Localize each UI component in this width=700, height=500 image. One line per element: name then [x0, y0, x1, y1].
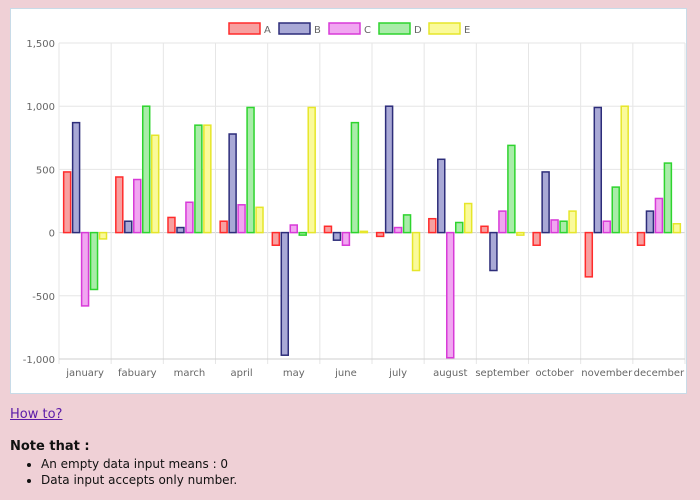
- bar-C: [289, 224, 298, 234]
- legend-swatch: [278, 22, 311, 35]
- bar-E: [203, 124, 212, 234]
- x-tick-label: fabuary: [118, 368, 157, 379]
- legend-label: A: [264, 25, 271, 36]
- bar-B: [645, 210, 655, 234]
- bar-C: [80, 231, 90, 307]
- x-tick-label: december: [634, 368, 685, 379]
- bar-A: [636, 231, 646, 246]
- x-tick-label: may: [283, 368, 305, 379]
- bar-C: [550, 219, 559, 234]
- note-title: Note that :: [10, 439, 90, 454]
- legend-swatch: [328, 22, 361, 35]
- bar-C: [185, 201, 194, 234]
- bar-B: [332, 231, 342, 241]
- bar-B: [384, 105, 394, 234]
- legend-label: B: [314, 25, 321, 36]
- x-tick-label: september: [475, 368, 530, 379]
- x-tick-label: april: [231, 368, 253, 379]
- bar-D: [402, 214, 412, 234]
- bar-A: [167, 216, 176, 234]
- x-tick-label: november: [581, 368, 633, 379]
- note-item: Data input accepts only number.: [41, 472, 237, 488]
- bar-B: [541, 171, 550, 234]
- bar-A: [584, 231, 594, 278]
- bar-C: [602, 220, 611, 234]
- x-tick-label: july: [388, 368, 407, 379]
- bar-B: [71, 121, 81, 234]
- bar-B: [228, 133, 237, 234]
- legend-label: E: [464, 25, 470, 36]
- bar-D: [141, 105, 151, 234]
- bar-E: [463, 202, 473, 234]
- bar-D: [507, 144, 516, 234]
- chart-card: 1,500 1,000 500 0 -500 -1,000 january fabuary ma…: [10, 8, 687, 394]
- bar-A: [271, 231, 281, 246]
- bar-E: [620, 105, 629, 234]
- bar-D: [298, 231, 307, 236]
- legend-swatch: [228, 22, 261, 35]
- bar-C: [446, 231, 455, 359]
- bar-A: [323, 225, 333, 234]
- bar-E: [150, 134, 160, 234]
- bar-E: [411, 231, 421, 272]
- bar-D: [350, 121, 360, 234]
- bar-C: [341, 231, 351, 246]
- bar-E: [359, 230, 369, 234]
- bar-chart: 1,500 1,000 500 0 -500 -1,000 january fabuary ma…: [23, 22, 686, 379]
- y-tick-label: 1,000: [26, 102, 55, 113]
- x-tick-label: august: [433, 368, 467, 379]
- bar-B: [176, 226, 185, 234]
- bar-E: [516, 231, 525, 236]
- legend-swatch: [378, 22, 411, 35]
- legend-label: D: [414, 25, 422, 36]
- bar-B: [437, 158, 446, 234]
- bar-A: [480, 225, 489, 234]
- bar-B: [280, 231, 290, 356]
- bar-D: [89, 231, 99, 291]
- y-tick-label: 0: [49, 229, 55, 240]
- bar-E: [568, 210, 577, 234]
- bar-D: [454, 221, 464, 234]
- bar-D: [611, 186, 620, 234]
- note-item: An empty data input means : 0: [41, 456, 237, 472]
- bar-E: [255, 206, 264, 234]
- bar-A: [428, 217, 437, 234]
- bar-A: [62, 171, 72, 234]
- y-tick-label: 1,500: [26, 39, 55, 50]
- bar-A: [219, 220, 228, 234]
- bar-C: [237, 204, 246, 234]
- x-tick-label: june: [334, 368, 357, 379]
- y-tick-label: -500: [32, 292, 55, 303]
- bar-D: [194, 124, 203, 234]
- bar-B: [489, 231, 498, 272]
- y-tick-label: -1,000: [23, 355, 55, 366]
- bar-C: [654, 197, 664, 234]
- notes-list: An empty data input means : 0 Data input…: [23, 456, 237, 488]
- bar-B: [124, 220, 133, 234]
- x-tick-label: january: [65, 368, 104, 379]
- legend-label: C: [364, 25, 371, 36]
- bar-A: [115, 176, 124, 234]
- bar-D: [663, 162, 673, 234]
- x-tick-label: october: [535, 368, 574, 379]
- bar-A: [532, 231, 541, 246]
- bar-D: [559, 220, 568, 234]
- bar-C: [393, 226, 403, 234]
- bar-A: [375, 231, 385, 238]
- x-tick-label: march: [174, 368, 206, 379]
- bar-E: [98, 231, 108, 240]
- bar-C: [498, 210, 507, 234]
- y-tick-label: 500: [36, 165, 55, 176]
- bar-E: [307, 106, 316, 234]
- legend-swatch: [428, 22, 461, 35]
- bar-C: [133, 178, 142, 234]
- bar-B: [593, 106, 603, 234]
- bar-D: [246, 106, 255, 234]
- how-to-link[interactable]: How to?: [10, 407, 63, 422]
- bar-E: [672, 223, 682, 234]
